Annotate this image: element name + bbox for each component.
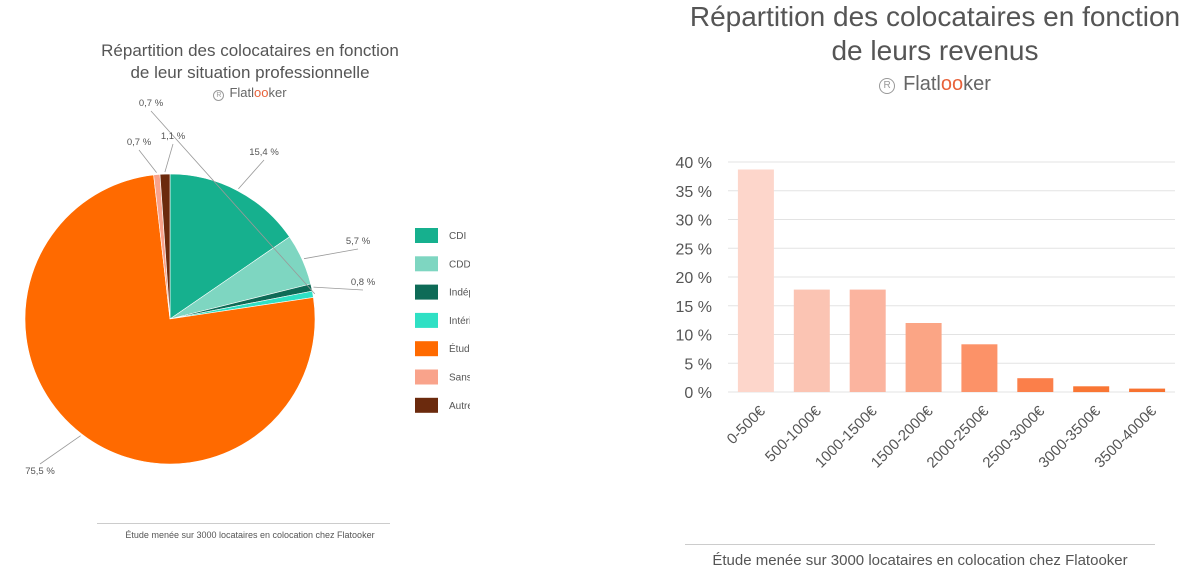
legend-label-interimaire: Intérimaire (449, 316, 470, 327)
brand-suffix: ker (268, 85, 287, 100)
bar-chart-title: Répartition des colocataires en fonction… (640, 0, 1200, 68)
legend-label-cdd: CDD (449, 259, 470, 270)
legend-swatch-autre (415, 397, 438, 413)
brand-prefix: Flatl (229, 85, 255, 100)
pie-slice-cdi (169, 173, 290, 320)
y-tick-label-0: 0 % (684, 385, 712, 402)
brand-oo: oo (254, 85, 269, 100)
pie-data-label-sans-emploi: 0,7 % (127, 137, 152, 148)
y-tick-label-35: 35 % (676, 184, 712, 201)
bar-title-line-1: Répartition des colocataires en fonction (689, 1, 1181, 32)
brand-oo-large: oo (940, 73, 964, 95)
y-tick-label-20: 20 % (676, 270, 712, 287)
flatlooker-logo-large: R Flatlooker (640, 73, 1200, 96)
pie-slice-autre (159, 173, 171, 320)
bar-2500-3000 (1017, 378, 1054, 392)
bar-title-line-2: de leurs revenus (831, 35, 1039, 66)
y-tick-label-15: 15 % (676, 299, 712, 316)
legend-label-cdi: CDI (449, 231, 466, 242)
bar-1500-2000 (905, 323, 942, 392)
legend-label-etudiant: Étudiant (449, 342, 470, 355)
pie-leader-etudiant (39, 435, 81, 465)
pie-chart-panel: Répartition des colocataires en fonction… (0, 0, 470, 582)
bar-0-500 (737, 169, 774, 392)
pie-chart: 15,4 % 5,7 % 0,8 % 0,7 % 75,5 % 0,7 % 1,1 % CDI… (24, 98, 470, 477)
footer-divider (97, 523, 390, 524)
pie-data-label-cdd: 5,7 % (346, 236, 371, 247)
bar-chart-panel: Répartition des colocataires en fonction… (600, 0, 1200, 582)
bar-footer-note: Étude menée sur 3000 locataires en coloc… (712, 552, 1128, 569)
legend-label-sans-emploi: Sans emploi (449, 373, 470, 384)
pie-leader-interimaire (150, 110, 316, 295)
bar-footer-divider (685, 544, 1155, 545)
pie-data-label-independant: 0,8 % (351, 277, 376, 288)
pie-data-label-etudiant: 75,5 % (25, 466, 55, 477)
bar-2000-2500 (961, 344, 998, 392)
pie-leader-independant (313, 286, 364, 291)
bar-1000-1500 (849, 289, 886, 392)
y-tick-label-25: 25 % (676, 241, 712, 258)
pie-leader-cdd (303, 248, 359, 260)
legend-swatch-independant (415, 284, 438, 300)
bar-3500-4000 (1129, 388, 1166, 392)
legend-swatch-interimaire (415, 312, 438, 328)
y-tick-label-30: 30 % (676, 213, 712, 230)
pie-leader-autre (164, 143, 174, 173)
bar-3000-3500 (1073, 386, 1110, 393)
pie-slice-etudiant (24, 174, 316, 465)
bar-500-1000 (793, 289, 830, 392)
registered-icon-large: R (879, 78, 896, 94)
pie-data-label-autre: 1,1 % (161, 131, 186, 142)
brand-prefix-large: Flatl (903, 73, 941, 95)
pie-chart-title: Répartition des colocataires en fonction… (60, 40, 440, 84)
legend-swatch-cdi (415, 228, 438, 243)
brand-suffix-large: ker (963, 73, 991, 95)
bar-chart: 0 % 5 % 10 % 15 % 20 % 25 % 30 % 35 % 40 % 0-500€… (676, 155, 1175, 471)
legend-swatch-sans-emploi (415, 369, 438, 385)
pie-title-line-1: Répartition des colocataires en fonction (101, 41, 399, 60)
pie-footer-note: Étude menée sur 3000 locataires en coloc… (125, 530, 375, 540)
pie-data-label-interimaire: 0,7 % (139, 98, 164, 109)
y-tick-label-5: 5 % (684, 356, 712, 373)
x-tick-label-0-500: 0-500€ (724, 402, 770, 448)
pie-title-line-2: de leur situation professionnelle (130, 63, 370, 82)
y-tick-label-40: 40 % (676, 155, 712, 172)
legend-swatch-cdd (415, 256, 438, 272)
flatlooker-logo: R Flatlooker (60, 85, 440, 101)
legend-label-autre: Autre (449, 401, 470, 412)
legend-swatch-etudiant (415, 341, 438, 357)
pie-leader-sans-emploi (138, 149, 157, 173)
legend-label-independant: Indépendant (449, 288, 470, 299)
registered-icon: R (213, 90, 225, 101)
pie-data-label-cdi: 15,4 % (249, 147, 279, 158)
pie-leader-cdi (238, 159, 265, 190)
y-tick-label-10: 10 % (676, 328, 712, 345)
